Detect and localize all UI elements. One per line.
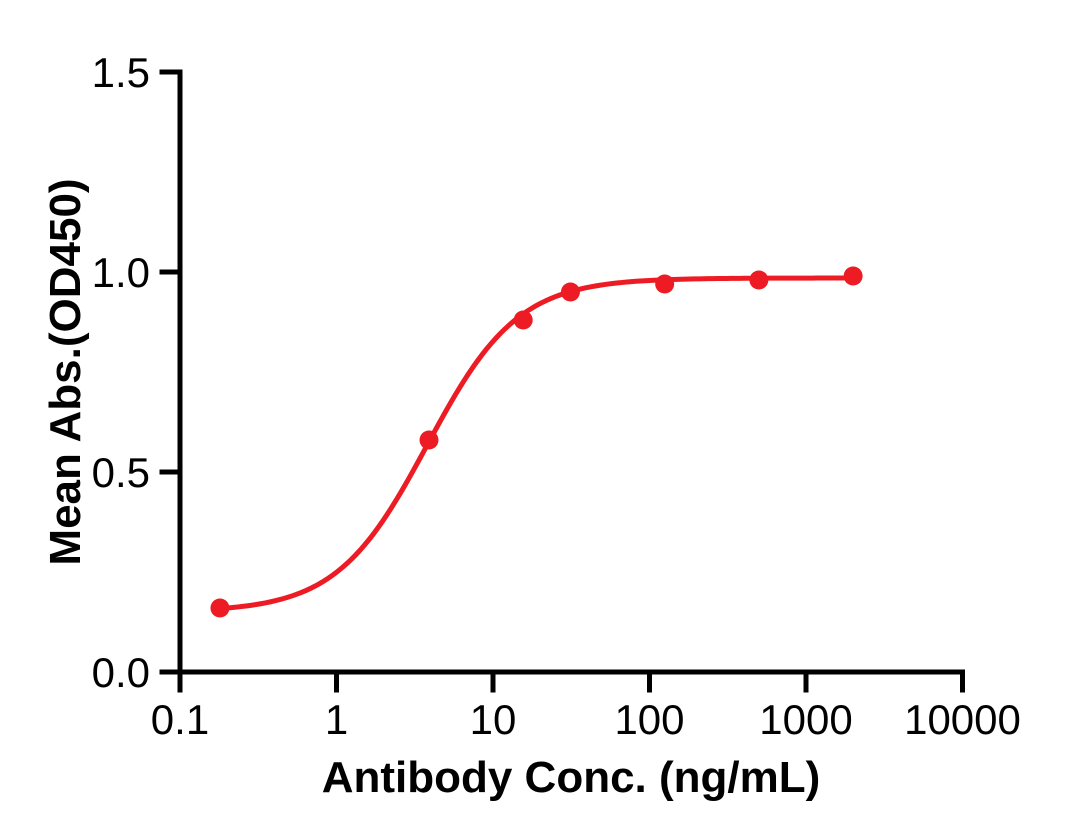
x-tick-label: 10000 (904, 696, 1021, 743)
data-point (749, 270, 769, 290)
data-point (210, 598, 230, 618)
x-axis-title: Antibody Conc. (ng/mL) (322, 753, 821, 802)
x-tick-label: 0.1 (151, 696, 209, 743)
data-point (560, 282, 580, 302)
x-tick-label: 1000 (759, 696, 852, 743)
y-tick-label: 1.5 (92, 49, 150, 96)
x-tick-label: 10 (470, 696, 517, 743)
y-tick-labels: 0.0 0.5 1.0 1.5 (92, 49, 150, 696)
data-point (419, 430, 439, 450)
x-tick-labels: 0.1 1 10 100 1000 10000 (151, 696, 1021, 743)
data-point (513, 310, 533, 330)
data-point (655, 274, 675, 294)
x-tick-label: 1 (325, 696, 348, 743)
y-tick-label: 1.0 (92, 249, 150, 296)
dose-response-curve (217, 275, 856, 612)
data-points-group (210, 266, 863, 618)
fit-curve-group (217, 275, 856, 612)
x-tick-label: 100 (614, 696, 684, 743)
y-axis-title: Mean Abs.(OD450) (41, 178, 90, 565)
y-tick-label: 0.5 (92, 449, 150, 496)
y-tick-label: 0.0 (92, 649, 150, 696)
axes-group (159, 69, 965, 693)
data-point (843, 266, 863, 286)
